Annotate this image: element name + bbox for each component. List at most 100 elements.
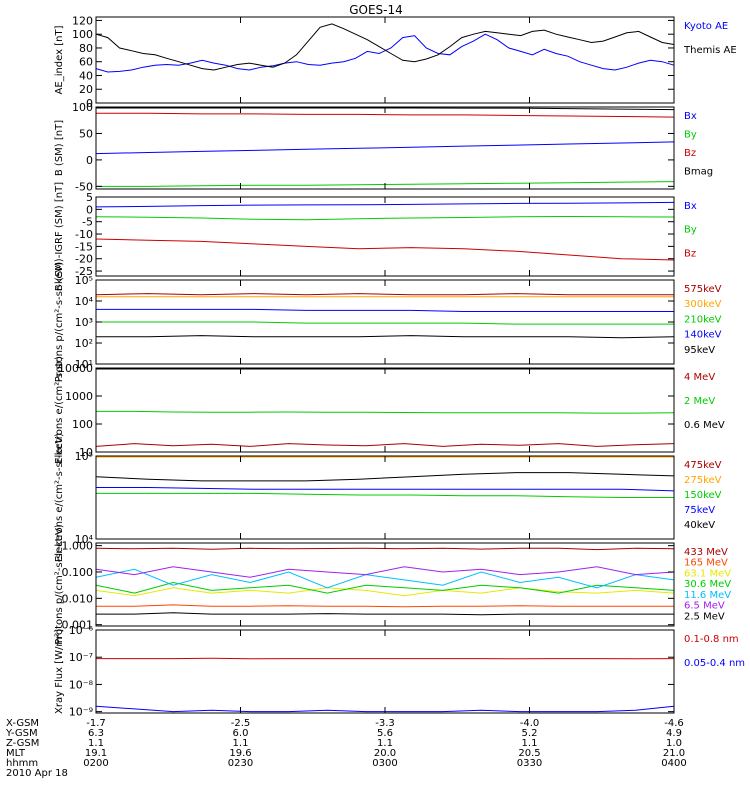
footer-cell: 0400 — [661, 758, 686, 769]
series-line-2-3 — [96, 112, 675, 118]
series-line-7-7 — [96, 612, 674, 616]
series-line-3-2 — [95, 215, 675, 221]
y-tick-label: -50 — [75, 180, 93, 193]
legend-entry: 0.05-0.4 nm — [684, 658, 745, 669]
y-tick-label: 10⁵ — [75, 450, 93, 463]
legend-entry: 275keV — [684, 475, 722, 486]
legend-entry: 0.6 MeV — [684, 420, 725, 431]
legend-entry: By — [684, 225, 697, 236]
footer-cell: 4.9 — [666, 728, 682, 739]
y-tick-label: 10³ — [75, 316, 93, 329]
y-tick-label: 10¹ — [75, 358, 93, 371]
panel-frame — [95, 16, 675, 104]
y-tick-label: 10⁻⁸ — [69, 678, 94, 691]
legend-entry: 300keV — [684, 299, 722, 310]
footer-cell: 1.1 — [377, 738, 393, 749]
footer-row-label: Y-GSM — [5, 728, 38, 739]
series-line-7-5 — [95, 568, 675, 589]
y-tick-label: 10⁴ — [75, 533, 94, 546]
series-line-4-1 — [95, 293, 674, 296]
y-tick-label: 10⁵ — [75, 274, 93, 287]
footer-cell: 1.1 — [88, 738, 104, 749]
series-line-7-6 — [95, 566, 675, 578]
footer-cell: 1.1 — [522, 738, 538, 749]
series-line-6-4 — [96, 487, 675, 492]
legend-entry: 433 MeV — [684, 547, 728, 558]
footer-cell: 19.6 — [229, 748, 251, 759]
footer-cell: 19.1 — [85, 748, 107, 759]
legend-entry: 150keV — [684, 490, 722, 501]
footer-cell: -4.6 — [664, 718, 684, 729]
y-tick-label: 100 — [72, 28, 93, 41]
legend-entry: 2.5 MeV — [684, 611, 725, 622]
series-line-4-4 — [96, 308, 674, 312]
legend-entry: 11.6 MeV — [684, 590, 731, 601]
y-tick-label: 10 — [79, 446, 93, 459]
series-line-1-1 — [95, 33, 675, 73]
y-tick-label: 5 — [86, 191, 93, 204]
series-line-3-3 — [95, 238, 675, 261]
legend-entry: Bx — [684, 111, 697, 122]
legend-entry: 40keV — [684, 520, 715, 531]
y-tick-label: -5 — [82, 216, 93, 229]
footer-cell: 1.1 — [233, 738, 249, 749]
y-tick-label: 60 — [79, 56, 93, 69]
y-tick-label: 0 — [86, 97, 93, 110]
legend-entry: By — [684, 130, 697, 141]
footer-cell: 20.0 — [374, 748, 396, 759]
series-line-8-1 — [96, 657, 675, 660]
series-line-2-1 — [95, 141, 675, 155]
y-tick-label: -20 — [75, 253, 93, 266]
footer-row-label: MLT — [6, 748, 26, 759]
y-axis-label: B (SM)-IGRF (SM) [nT] — [54, 182, 65, 291]
legend-entry: 4 MeV — [684, 372, 715, 383]
y-tick-label: 0 — [86, 203, 93, 216]
y-tick-label: -25 — [75, 265, 93, 278]
legend-entry: 6.5 MeV — [684, 601, 725, 612]
footer-cell: 20.5 — [518, 748, 540, 759]
series-line-7-4 — [95, 581, 675, 594]
legend-entry: Bx — [684, 201, 697, 212]
legend-entry: 75keV — [684, 505, 715, 516]
footer-cell: 5.6 — [377, 728, 393, 739]
legend-entry: Bz — [684, 248, 696, 259]
y-tick-label: 1000 — [65, 390, 93, 403]
y-tick-label: 10⁻⁷ — [69, 651, 93, 664]
footer-cell: 0300 — [372, 758, 397, 769]
y-tick-label: 20 — [79, 83, 93, 96]
legend-entry: 63.1 MeV — [684, 568, 731, 579]
legend-entry: 475keV — [684, 460, 722, 471]
y-axis-label: Electrons e/(cm²-s-sr-keV) — [54, 433, 65, 562]
y-tick-label: 0.100 — [62, 566, 94, 579]
y-tick-label: 50 — [79, 127, 93, 140]
legend-entry: 575keV — [684, 284, 722, 295]
y-tick-label: -15 — [75, 240, 93, 253]
y-tick-label: 40 — [79, 69, 93, 82]
panel-8: 10⁻⁹ 10⁻⁸ 10⁻⁷ 10⁻⁶ Xray Flux [W/m²] 0.1-0.8 … — [54, 624, 745, 719]
panel-frame — [95, 367, 675, 453]
y-axis-label: Protons p/(cm²-s-sr-keV) — [54, 262, 65, 383]
series-line-1-2 — [95, 23, 675, 71]
series-line-4-3 — [96, 321, 674, 325]
footer-cell: 1.0 — [666, 738, 682, 749]
y-tick-label: 100 — [72, 418, 93, 431]
y-tick-label: 10⁻⁶ — [69, 624, 94, 637]
y-tick-label: 0.010 — [62, 592, 94, 605]
panel-frame — [95, 455, 675, 540]
panel-2: -50 0 50 100 B (SM) [nT] Bx By Bz Bmag — [54, 101, 713, 193]
y-tick-label: 80 — [79, 42, 93, 55]
series-line-7-3 — [95, 587, 675, 597]
panel-4: 10¹ 10² 10³ 10⁴ 10⁵ Protons p/(cm²-s-sr-keV) 5… — [54, 262, 722, 383]
panel-6: 10⁴ 10⁵ Electrons e/(cm²-s-sr-keV) 475keV 27… — [54, 433, 722, 562]
legend-entry: 2 MeV — [684, 396, 715, 407]
panel-frame — [95, 629, 675, 714]
footer-cell: 0200 — [83, 758, 108, 769]
y-axis-label: Xray Flux [W/m²] — [54, 629, 65, 714]
footer-row-label: Z-GSM — [6, 738, 39, 749]
legend-entry: 140keV — [684, 330, 722, 341]
y-tick-label: 10² — [75, 337, 93, 350]
y-tick-label: 10⁴ — [75, 295, 94, 308]
footer-cell: 0330 — [517, 758, 542, 769]
